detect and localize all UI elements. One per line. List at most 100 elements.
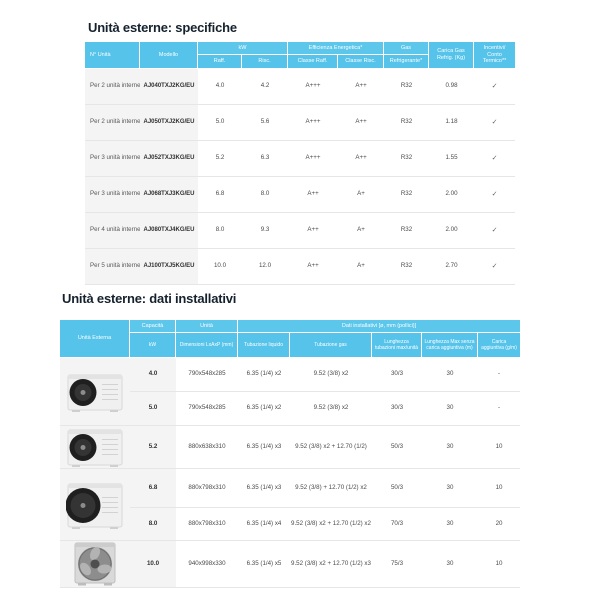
cell-lunghezza: 50/3 [372, 469, 422, 508]
cell-raff: 5.2 [198, 141, 242, 177]
cell-carica: 1.55 [429, 141, 475, 177]
cell-tubazione-liquido: 6.35 (1/4) x3 [238, 426, 290, 469]
cell-dimensioni: 880x798x310 [176, 508, 238, 541]
cell-classe-risc: A++ [338, 141, 385, 177]
cell-carica: 2.70 [429, 249, 475, 285]
cell-modello: AJ040TXJ2KG/EU [140, 69, 198, 105]
cell-modello: AJ052TXJ3KG/EU [140, 141, 198, 177]
cell-lunghezza-max: 30 [422, 469, 478, 508]
cell-lunghezza-max: 30 [422, 541, 478, 588]
cell-carica-aggiuntiva: - [478, 392, 521, 426]
cell-incentivi: ✓ [474, 177, 516, 213]
cell-classe-raff: A+++ [288, 105, 339, 141]
header-group-capacita: Capacità [130, 320, 176, 333]
cell-raff: 4.0 [198, 69, 242, 105]
install-table-header: Unità Esterna Capacità Unità Dati instal… [60, 320, 521, 358]
cell-dimensioni: 790x548x285 [176, 392, 238, 426]
cell-unit-image [60, 426, 130, 469]
specs-table-row: Per 3 unità interne AJ068TXJ3KG/EU 6.8 8.0 A… [85, 177, 516, 213]
cell-tubazione-gas: 9.52 (3/8) x2 + 12.70 (1/2) x3 [290, 541, 372, 588]
cell-incentivi: ✓ [474, 69, 516, 105]
cell-carica: 2.00 [429, 213, 475, 249]
header-unita-esterna: Unità Esterna [60, 320, 130, 358]
cell-carica-aggiuntiva: 10 [478, 541, 521, 588]
cell-lunghezza-max: 30 [422, 392, 478, 426]
cell-classe-risc: A+ [338, 249, 385, 285]
cell-carica-aggiuntiva: 10 [478, 469, 521, 508]
cell-raff: 8.0 [198, 213, 242, 249]
cell-raff: 10.0 [198, 249, 242, 285]
header-carica-aggiuntiva: Carica aggiuntiva (g/m) [478, 333, 521, 358]
header-group-kw: kW [198, 42, 289, 55]
cell-lunghezza-max: 30 [422, 508, 478, 541]
cell-tubazione-gas: 9.52 (3/8) x2 + 12.70 (1/2) [290, 426, 372, 469]
specs-table-row: Per 2 unità interne AJ050TXJ2KG/EU 5.0 5.6 A… [85, 105, 516, 141]
cell-kw: 10.0 [130, 541, 176, 588]
cell-classe-risc: A+ [338, 177, 385, 213]
cell-carica: 0.98 [429, 69, 475, 105]
outdoor-unit-photo [67, 429, 123, 467]
cell-gas: R32 [384, 249, 430, 285]
cell-kw: 5.0 [130, 392, 176, 426]
cell-kw: 6.8 [130, 469, 176, 508]
header-refrigerante: Refrigerante* [384, 55, 430, 69]
cell-classe-risc: A++ [338, 69, 385, 105]
specs-table-row: Per 4 unità interne AJ080TXJ4KG/EU 8.0 9.3 A… [85, 213, 516, 249]
cell-unit-image [60, 469, 130, 541]
cell-tubazione-gas: 9.52 (3/8) x2 [290, 358, 372, 392]
cell-lunghezza-max: 30 [422, 426, 478, 469]
cell-unita: Per 3 unità interne [85, 177, 140, 213]
cell-risc: 12.0 [242, 249, 289, 285]
cell-lunghezza: 50/3 [372, 426, 422, 469]
specs-table-row: Per 5 unità interne AJ100TXJ5KG/EU 10.0 12.… [85, 249, 516, 285]
cell-unit-image [60, 358, 130, 426]
outdoor-unit-photo [74, 542, 116, 586]
header-incentivi: Incentivi/ Conto Termico** [474, 42, 516, 69]
cell-classe-risc: A++ [338, 105, 385, 141]
cell-carica-aggiuntiva: 20 [478, 508, 521, 541]
header-group-unita: Unità [176, 320, 238, 333]
header-dimensioni: Dimensioni LxAxP (mm) [176, 333, 238, 358]
header-classe-raff: Classe Raff. [288, 55, 339, 69]
cell-carica: 1.18 [429, 105, 475, 141]
cell-kw: 8.0 [130, 508, 176, 541]
cell-modello: AJ068TXJ3KG/EU [140, 177, 198, 213]
cell-unita: Per 3 unità interne [85, 141, 140, 177]
header-tubazione-gas: Tubazione gas [290, 333, 372, 358]
install-table-body: 4.0 790x548x285 6.35 (1/4) x2 9.52 (3/8) x2… [60, 358, 521, 588]
cell-classe-raff: A++ [288, 213, 339, 249]
install-table-row: 8.0 880x798x310 6.35 (1/4) x4 9.52 (3/8) x2… [60, 508, 521, 541]
install-table-row: 10.0 940x998x330 6.35 (1/4) x5 9.52 (3/8) x… [60, 541, 521, 588]
cell-classe-raff: A+++ [288, 69, 339, 105]
header-carica-gas: Carica Gas Refrig. (Kg) [429, 42, 475, 69]
header-classe-risc: Classe Risc. [338, 55, 385, 69]
outdoor-unit-photo [67, 374, 123, 412]
cell-raff: 6.8 [198, 177, 242, 213]
cell-modello: AJ100TXJ5KG/EU [140, 249, 198, 285]
header-group-dati-installativi: Dati installativi [ø, mm (pollici)] [238, 320, 521, 333]
section2-title: Unità esterne: dati installativi [62, 291, 237, 306]
specs-table: N° Unità Modello kW Efficienza Energetic… [85, 42, 516, 285]
cell-dimensioni: 940x998x330 [176, 541, 238, 588]
header-tubazione-liquido: Tubazione liquido [238, 333, 290, 358]
header-raff: Raff. [198, 55, 242, 69]
install-table-row: 5.0 790x548x285 6.35 (1/4) x2 9.52 (3/8) x2… [60, 392, 521, 426]
header-lunghezza-tubazioni: Lunghezza tubazioni max/unità [372, 333, 422, 358]
specs-table-header: N° Unità Modello kW Efficienza Energetic… [85, 42, 516, 69]
install-table-row: 6.8 880x798x310 6.35 (1/4) x3 9.52 (3/8) + … [60, 469, 521, 541]
cell-classe-risc: A+ [338, 213, 385, 249]
cell-modello: AJ080TXJ4KG/EU [140, 213, 198, 249]
install-table-row: 5.2 880x638x310 6.35 (1/4) x3 9.52 (3/8) x2… [60, 426, 521, 469]
cell-gas: R32 [384, 105, 430, 141]
cell-gas: R32 [384, 213, 430, 249]
cell-tubazione-liquido: 6.35 (1/4) x5 [238, 541, 290, 588]
cell-lunghezza: 30/3 [372, 358, 422, 392]
cell-kw: 5.2 [130, 426, 176, 469]
specs-table-row: Per 3 unità interne AJ052TXJ3KG/EU 5.2 6.3 A… [85, 141, 516, 177]
cell-tubazione-gas: 9.52 (3/8) + 12.70 (1/2) x2 [290, 469, 372, 508]
cell-unita: Per 5 unità interne [85, 249, 140, 285]
cell-tubazione-liquido: 6.35 (1/4) x2 [238, 392, 290, 426]
cell-kw: 4.0 [130, 358, 176, 392]
cell-risc: 9.3 [242, 213, 289, 249]
header-kw: kW [130, 333, 176, 358]
